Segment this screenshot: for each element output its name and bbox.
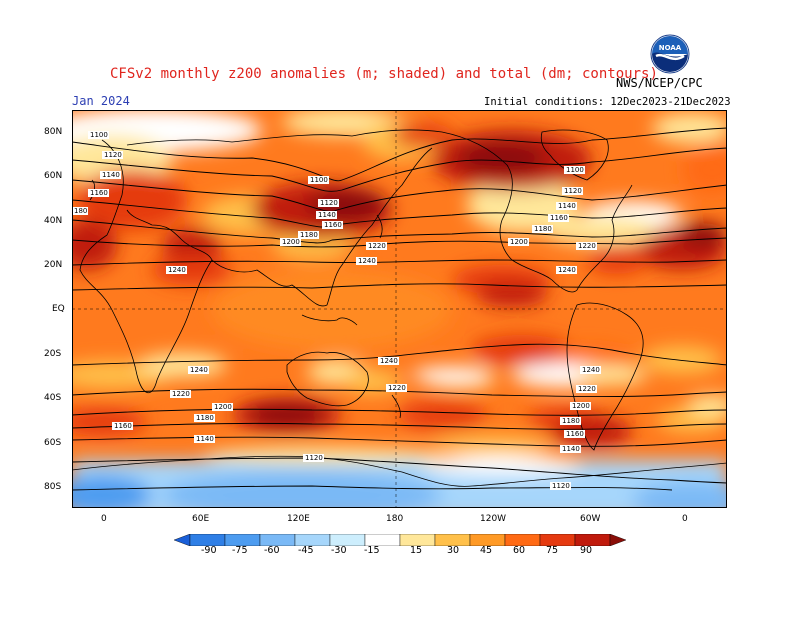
- contour-label: 1220: [578, 385, 596, 393]
- colorbar-tick-label: -15: [364, 545, 380, 556]
- contour-label: 1120: [564, 187, 582, 195]
- colorbar-tick-label: -75: [232, 545, 248, 556]
- noaa-logo-icon: NOAA: [650, 34, 690, 74]
- colorbar-tick-label: -45: [298, 545, 314, 556]
- lat-label-80n: 80N: [44, 127, 63, 137]
- lat-label-20n: 20N: [44, 260, 63, 270]
- contour-label: 1160: [566, 430, 584, 438]
- lat-label-eq: EQ: [52, 304, 65, 314]
- contour-label: 1240: [168, 266, 186, 274]
- contour-label: 1220: [172, 390, 190, 398]
- graticule: [72, 110, 727, 508]
- contour-label: 1240: [558, 266, 576, 274]
- lon-label-120w: 120W: [480, 514, 507, 524]
- colorbar-tick-label: 90: [580, 545, 593, 556]
- contour-label: 1160: [90, 189, 108, 197]
- contour-label: 1180: [534, 225, 552, 233]
- contour-label: 1120: [552, 482, 570, 490]
- lon-label-60e: 60E: [192, 514, 210, 524]
- contour-label: 1120: [320, 199, 338, 207]
- contour-label: 1140: [318, 211, 336, 219]
- svg-text:NOAA: NOAA: [659, 44, 682, 52]
- lat-label-20s: 20S: [44, 349, 62, 359]
- contour-label: 1220: [578, 242, 596, 250]
- lat-label-80s: 80S: [44, 482, 62, 492]
- initial-conditions: Initial conditions: 12Dec2023-21Dec2023: [484, 96, 731, 108]
- contour-label: 1160: [114, 422, 132, 430]
- contour-label: 1140: [562, 445, 580, 453]
- lat-label-60s: 60S: [44, 438, 62, 448]
- contour-label: 1220: [388, 384, 406, 392]
- contour-label: 1200: [510, 238, 528, 246]
- lon-label-180: 180: [386, 514, 404, 524]
- colorbar-tick-label: -30: [331, 545, 347, 556]
- lat-label-60n: 60N: [44, 171, 63, 181]
- contour-label: 1180: [196, 414, 214, 422]
- contour-label: 1200: [214, 403, 232, 411]
- contour-label: 1160: [550, 214, 568, 222]
- contour-labels: 1100 1120 1140 1160 180 1100 1120 1140 1…: [72, 131, 601, 490]
- contour-label: 1180: [562, 417, 580, 425]
- colorbar-tick-label: -90: [201, 545, 217, 556]
- contour-label: 1220: [368, 242, 386, 250]
- contour-label: 1100: [90, 131, 108, 139]
- map-title: CFSv2 monthly z200 anomalies (m; shaded)…: [110, 66, 658, 82]
- colorbar-tick-label: 60: [513, 545, 526, 556]
- colorbar-tick-label: 15: [410, 545, 423, 556]
- contour-label: 1120: [104, 151, 122, 159]
- valid-month: Jan 2024: [72, 94, 130, 108]
- contour-label: 1240: [358, 257, 376, 265]
- contour-label: 180: [74, 207, 87, 215]
- colorbar-cell: [174, 534, 191, 546]
- contour-label: 1240: [582, 366, 600, 374]
- colorbar-tick-label: 45: [480, 545, 493, 556]
- lon-label-120e: 120E: [287, 514, 310, 524]
- contour-label: 1160: [324, 221, 342, 229]
- anomaly-map: 1100 1120 1140 1160 180 1100 1120 1140 1…: [72, 110, 727, 508]
- contour-label: 1200: [282, 238, 300, 246]
- contour-label: 1180: [300, 231, 318, 239]
- colorbar: [174, 534, 626, 546]
- contour-label: 1140: [558, 202, 576, 210]
- contour-label: 1100: [566, 166, 584, 174]
- lon-label-0-west: 0: [101, 514, 107, 524]
- colorbar-tick-label: 75: [546, 545, 559, 556]
- contour-label: 1140: [102, 171, 120, 179]
- colorbar-tick-label: 30: [447, 545, 460, 556]
- lat-label-40n: 40N: [44, 216, 63, 226]
- lat-label-40s: 40S: [44, 393, 62, 403]
- contour-label: 1200: [572, 402, 590, 410]
- contour-label: 1240: [190, 366, 208, 374]
- contour-label: 1100: [310, 176, 328, 184]
- contour-label: 1240: [380, 357, 398, 365]
- colorbar-cell: [609, 534, 626, 546]
- lon-label-0-east: 0: [682, 514, 688, 524]
- lon-label-60w: 60W: [580, 514, 601, 524]
- agency-label: NWS/NCEP/CPC: [616, 76, 703, 90]
- contour-label: 1140: [196, 435, 214, 443]
- contour-label: 1120: [305, 454, 323, 462]
- colorbar-tick-label: -60: [264, 545, 280, 556]
